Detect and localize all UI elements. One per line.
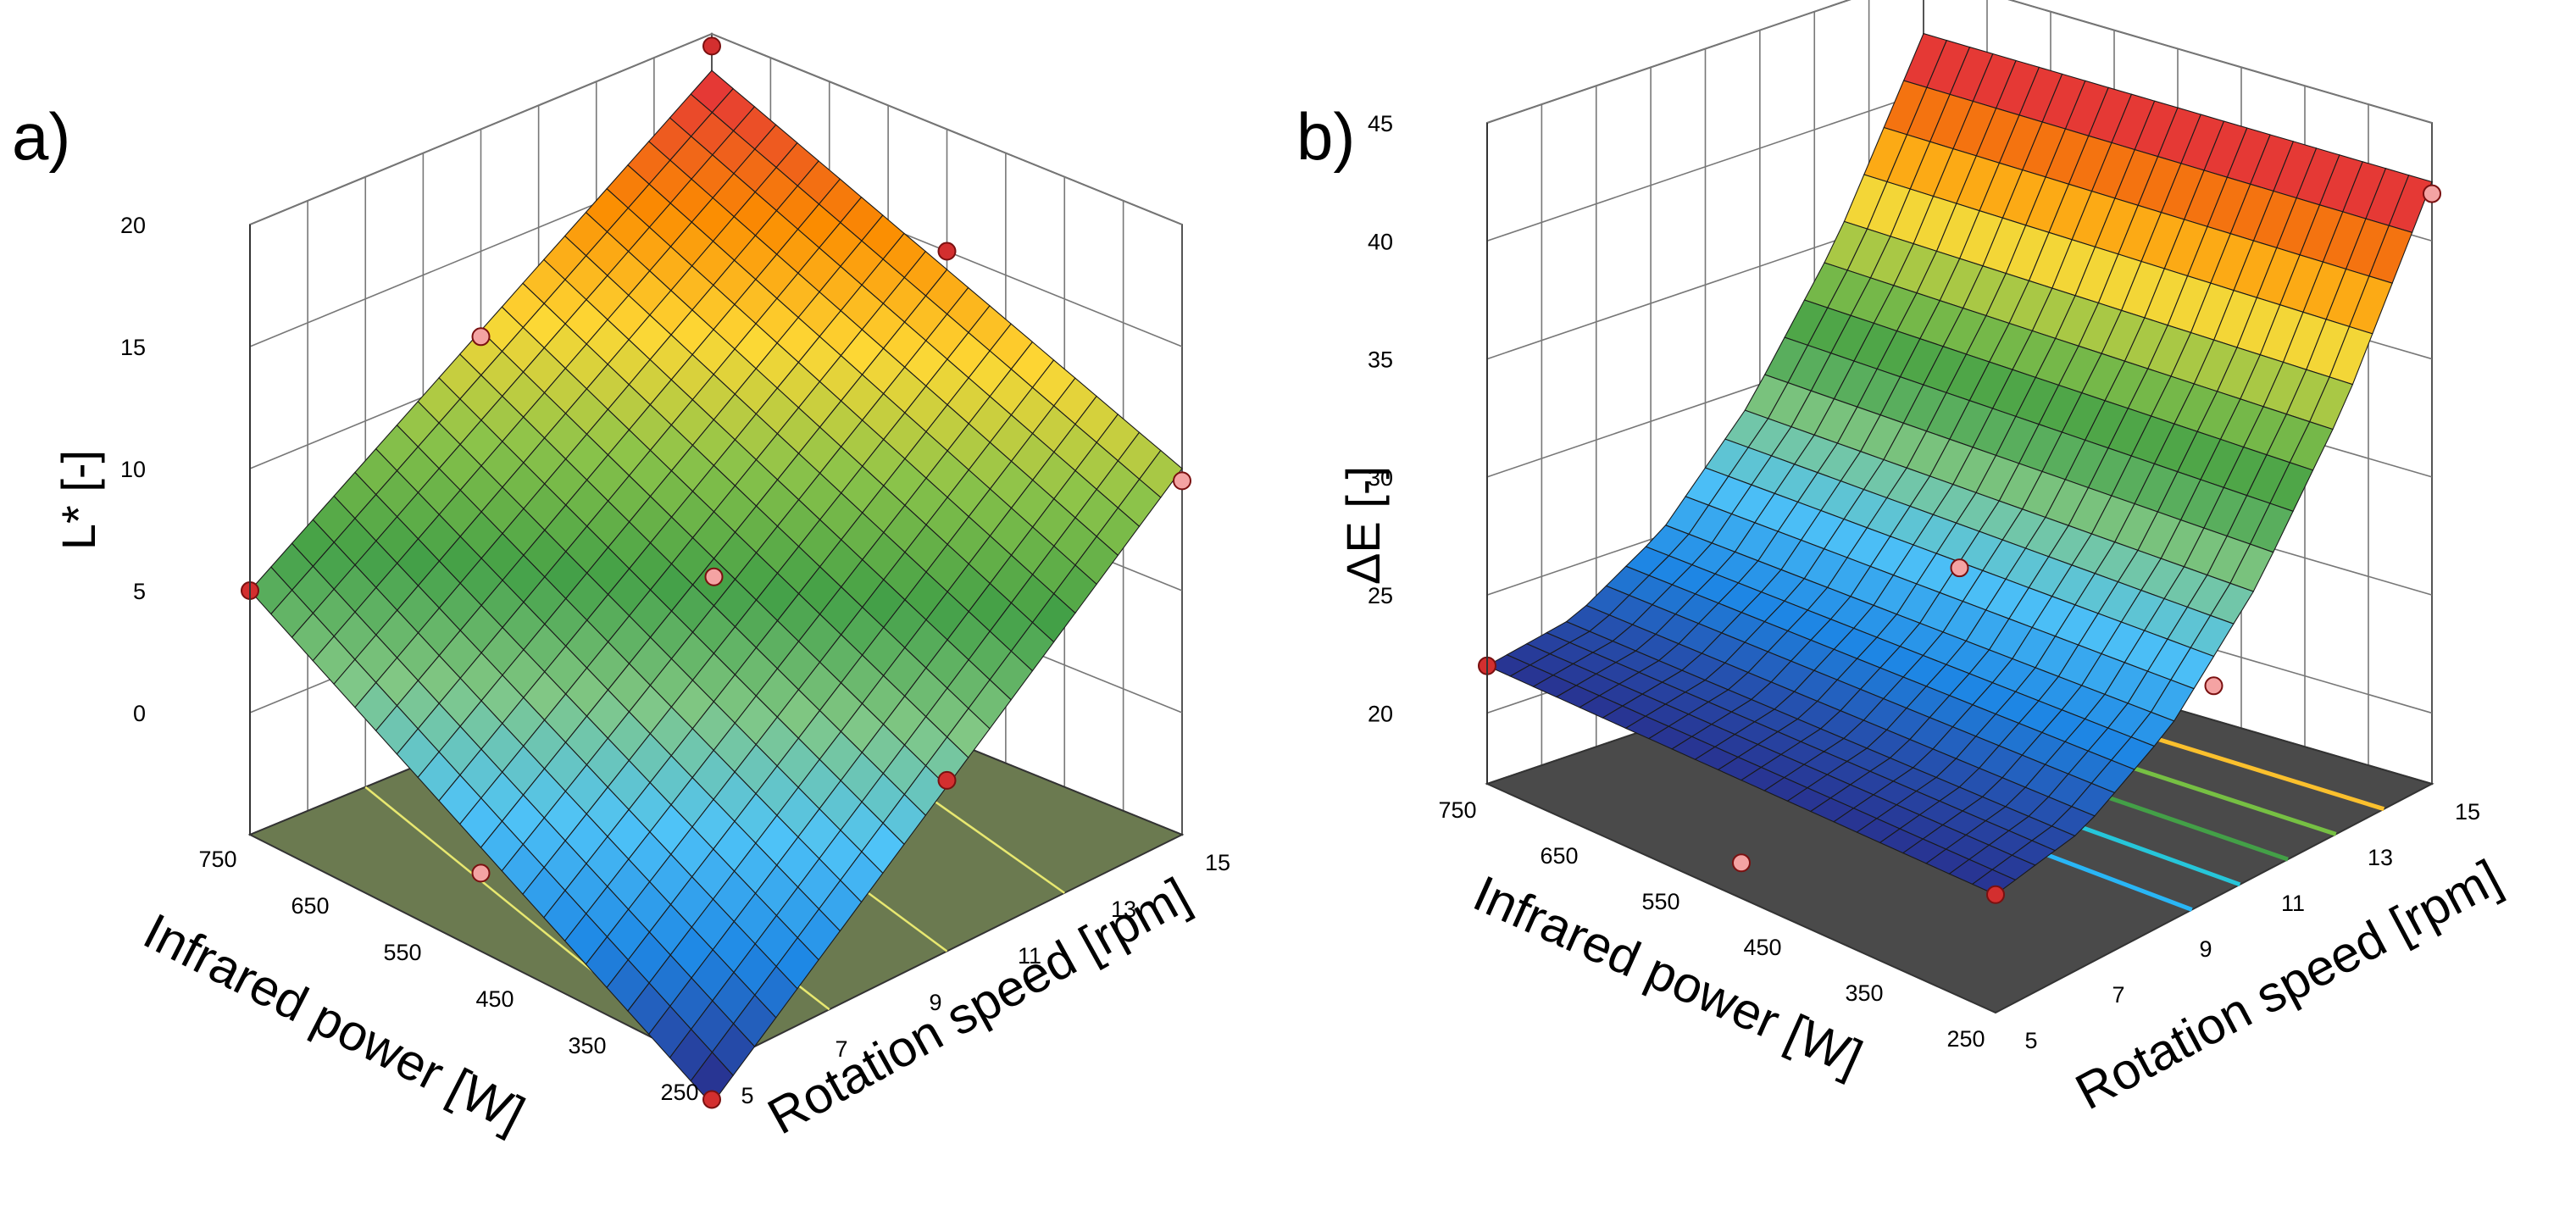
chart-a-y-tick-label: 13 [1111,897,1136,922]
chart-b-design-point [2423,184,2441,203]
chart-a-z-axis-title: L* [-] [52,450,105,550]
chart-b-design-point [1986,885,2005,904]
chart-b-design-point [2204,676,2223,696]
panel-label-a: a) [12,99,70,174]
chart-b-x-tick-label: 350 [1845,980,1883,1006]
chart-a-z-tick-label: 15 [120,335,146,360]
chart-b-y-tick-label: 15 [2455,799,2480,825]
chart-b-x-tick-label: 250 [1946,1026,1985,1052]
chart-b-y-tick-label: 13 [2368,845,2393,870]
chart-a-surface-cell [690,1051,734,1106]
chart-b-z-axis-title: ΔE [-] [1336,466,1390,585]
chart-a-y-tick-label: 11 [1018,943,1041,969]
chart-b-design-point [1950,558,1969,578]
chart-a-y-tick-label: 5 [741,1083,753,1108]
chart-a-x-tick-label: 250 [660,1080,698,1105]
chart-b-z-tick-label: 30 [1368,465,1393,491]
chart-a-y-tick-label: 15 [1205,850,1230,875]
chart-b-wall-grid [1486,0,2433,124]
panel-label-b: b) [1296,99,1355,174]
chart-b-z-tick-label: 45 [1368,111,1393,136]
chart-b-z-tick-label: 20 [1368,701,1393,726]
chart-a-z-tick-label: 10 [120,457,146,482]
chart-a-y-tick-label: 9 [929,990,941,1015]
chart-b-x-tick-label: 650 [1540,843,1578,869]
chart-b-design-point [1732,853,1751,873]
chart-a-design-point [937,242,957,261]
chart-b-z-tick-label: 25 [1368,583,1393,608]
chart-b-z-tick-label: 40 [1368,229,1393,254]
chart-a-x-tick-label: 750 [198,847,236,872]
chart-a-design-point [937,770,957,790]
chart-a-z-tick-label: 5 [133,579,146,604]
chart-b-x-tick-label: 750 [1438,797,1476,823]
chart-b-y-tick-label: 7 [2112,982,2124,1008]
chart-a-x-tick-label: 450 [475,986,514,1012]
chart-a-design-point [1173,471,1191,491]
chart-b-y-tick-label: 5 [2024,1028,2037,1053]
chart-b-surface-cell [1971,869,2017,896]
chart-b-x-tick-label: 450 [1743,935,1781,960]
chart-a-x-tick-label: 550 [383,940,421,965]
chart-a-x-tick-label: 350 [568,1033,606,1058]
chart-a-design-point [702,1090,721,1109]
chart-a-design-point [704,567,724,586]
chart-a-design-point [471,327,491,347]
chart-a-design-point [702,36,721,56]
chart-a-z-tick-label: 20 [120,213,146,238]
chart-b-x-tick-label: 550 [1641,889,1679,914]
chart-b-z-tick-label: 35 [1368,347,1393,373]
chart-a-x-tick-label: 650 [291,893,329,919]
chart-b-y-tick-label: 9 [2199,936,2212,962]
chart-b-y-tick-label: 11 [2281,891,2305,916]
chart-a-design-point [471,863,491,883]
chart-a-wall-grid [249,33,1183,225]
chart-a-z-tick-label: 0 [133,701,146,726]
chart-a-y-tick-label: 7 [835,1036,847,1062]
